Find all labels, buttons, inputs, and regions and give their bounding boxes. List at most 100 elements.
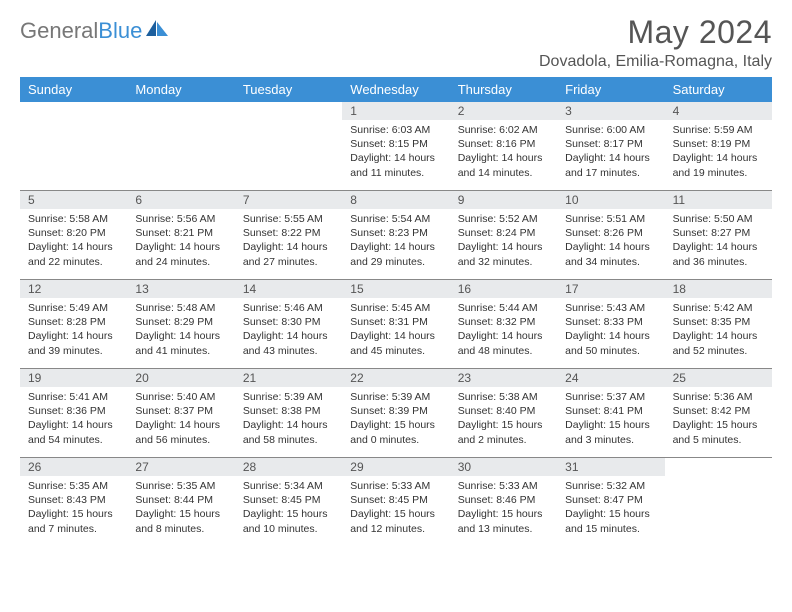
day-info: Sunrise: 5:40 AMSunset: 8:37 PMDaylight:… [127,387,234,453]
calendar-cell: 11Sunrise: 5:50 AMSunset: 8:27 PMDayligh… [665,191,772,279]
daylight: Daylight: 15 hours and 13 minutes. [458,507,549,535]
calendar-cell: 25Sunrise: 5:36 AMSunset: 8:42 PMDayligh… [665,369,772,457]
sunset: Sunset: 8:46 PM [458,493,549,507]
sunrise: Sunrise: 5:32 AM [565,479,656,493]
location: Dovadola, Emilia-Romagna, Italy [539,53,772,71]
daylight: Daylight: 14 hours and 43 minutes. [243,329,334,357]
day-info: Sunrise: 5:39 AMSunset: 8:38 PMDaylight:… [235,387,342,453]
day-info: Sunrise: 6:02 AMSunset: 8:16 PMDaylight:… [450,120,557,186]
day-number: 10 [557,191,664,209]
sunset: Sunset: 8:33 PM [565,315,656,329]
day-number: 20 [127,369,234,387]
sunrise: Sunrise: 5:49 AM [28,301,119,315]
daylight: Daylight: 14 hours and 52 minutes. [673,329,764,357]
sunrise: Sunrise: 5:42 AM [673,301,764,315]
day-number: 27 [127,458,234,476]
day-info: Sunrise: 6:03 AMSunset: 8:15 PMDaylight:… [342,120,449,186]
calendar-cell: 30Sunrise: 5:33 AMSunset: 8:46 PMDayligh… [450,458,557,546]
sunset: Sunset: 8:43 PM [28,493,119,507]
header: GeneralBlue May 2024 Dovadola, Emilia-Ro… [20,14,772,71]
sunrise: Sunrise: 5:51 AM [565,212,656,226]
day-number: 4 [665,102,772,120]
day-info: Sunrise: 5:44 AMSunset: 8:32 PMDaylight:… [450,298,557,364]
sunset: Sunset: 8:45 PM [243,493,334,507]
day-info: Sunrise: 5:58 AMSunset: 8:20 PMDaylight:… [20,209,127,275]
sunrise: Sunrise: 5:40 AM [135,390,226,404]
daylight: Daylight: 14 hours and 54 minutes. [28,418,119,446]
day-header: Tuesday [235,77,342,102]
logo-sail-icon [146,20,168,43]
sunrise: Sunrise: 5:43 AM [565,301,656,315]
day-number: 24 [557,369,664,387]
day-number: 15 [342,280,449,298]
day-info: Sunrise: 5:49 AMSunset: 8:28 PMDaylight:… [20,298,127,364]
day-header: Monday [127,77,234,102]
week-row: 12Sunrise: 5:49 AMSunset: 8:28 PMDayligh… [20,280,772,369]
sunset: Sunset: 8:19 PM [673,137,764,151]
day-info: Sunrise: 5:39 AMSunset: 8:39 PMDaylight:… [342,387,449,453]
sunrise: Sunrise: 5:39 AM [243,390,334,404]
calendar-cell: 12Sunrise: 5:49 AMSunset: 8:28 PMDayligh… [20,280,127,368]
calendar-cell: 27Sunrise: 5:35 AMSunset: 8:44 PMDayligh… [127,458,234,546]
week-row: 19Sunrise: 5:41 AMSunset: 8:36 PMDayligh… [20,369,772,458]
day-info: Sunrise: 5:37 AMSunset: 8:41 PMDaylight:… [557,387,664,453]
day-info: Sunrise: 5:59 AMSunset: 8:19 PMDaylight:… [665,120,772,186]
day-number: 14 [235,280,342,298]
sunrise: Sunrise: 5:45 AM [350,301,441,315]
sunset: Sunset: 8:42 PM [673,404,764,418]
daylight: Daylight: 14 hours and 50 minutes. [565,329,656,357]
daylight: Daylight: 14 hours and 14 minutes. [458,151,549,179]
sunrise: Sunrise: 5:39 AM [350,390,441,404]
week-row: 5Sunrise: 5:58 AMSunset: 8:20 PMDaylight… [20,191,772,280]
daylight: Daylight: 14 hours and 17 minutes. [565,151,656,179]
sunset: Sunset: 8:40 PM [458,404,549,418]
day-info: Sunrise: 5:50 AMSunset: 8:27 PMDaylight:… [665,209,772,275]
daylight: Daylight: 15 hours and 3 minutes. [565,418,656,446]
daylight: Daylight: 14 hours and 32 minutes. [458,240,549,268]
calendar-cell: 18Sunrise: 5:42 AMSunset: 8:35 PMDayligh… [665,280,772,368]
daylight: Daylight: 14 hours and 29 minutes. [350,240,441,268]
day-number: 21 [235,369,342,387]
calendar-cell: 19Sunrise: 5:41 AMSunset: 8:36 PMDayligh… [20,369,127,457]
day-number: 30 [450,458,557,476]
calendar-cell: 21Sunrise: 5:39 AMSunset: 8:38 PMDayligh… [235,369,342,457]
calendar-cell: 20Sunrise: 5:40 AMSunset: 8:37 PMDayligh… [127,369,234,457]
daylight: Daylight: 15 hours and 7 minutes. [28,507,119,535]
daylight: Daylight: 15 hours and 10 minutes. [243,507,334,535]
sunrise: Sunrise: 5:48 AM [135,301,226,315]
sunrise: Sunrise: 5:50 AM [673,212,764,226]
daylight: Daylight: 14 hours and 11 minutes. [350,151,441,179]
calendar-cell: 23Sunrise: 5:38 AMSunset: 8:40 PMDayligh… [450,369,557,457]
day-info: Sunrise: 5:38 AMSunset: 8:40 PMDaylight:… [450,387,557,453]
day-number: 11 [665,191,772,209]
sunrise: Sunrise: 5:37 AM [565,390,656,404]
weeks-container: 1Sunrise: 6:03 AMSunset: 8:15 PMDaylight… [20,102,772,546]
day-number: 1 [342,102,449,120]
daylight: Daylight: 14 hours and 45 minutes. [350,329,441,357]
sunset: Sunset: 8:36 PM [28,404,119,418]
day-info: Sunrise: 5:46 AMSunset: 8:30 PMDaylight:… [235,298,342,364]
day-info: Sunrise: 5:51 AMSunset: 8:26 PMDaylight:… [557,209,664,275]
day-info: Sunrise: 5:35 AMSunset: 8:44 PMDaylight:… [127,476,234,542]
sunset: Sunset: 8:44 PM [135,493,226,507]
daylight: Daylight: 14 hours and 56 minutes. [135,418,226,446]
week-row: 26Sunrise: 5:35 AMSunset: 8:43 PMDayligh… [20,458,772,546]
day-number: 29 [342,458,449,476]
sunset: Sunset: 8:15 PM [350,137,441,151]
daylight: Daylight: 15 hours and 2 minutes. [458,418,549,446]
sunrise: Sunrise: 6:02 AM [458,123,549,137]
sunrise: Sunrise: 5:55 AM [243,212,334,226]
day-info: Sunrise: 5:55 AMSunset: 8:22 PMDaylight:… [235,209,342,275]
day-info: Sunrise: 5:45 AMSunset: 8:31 PMDaylight:… [342,298,449,364]
sunrise: Sunrise: 5:33 AM [350,479,441,493]
sunrise: Sunrise: 5:36 AM [673,390,764,404]
calendar-cell: 3Sunrise: 6:00 AMSunset: 8:17 PMDaylight… [557,102,664,190]
calendar-cell: 9Sunrise: 5:52 AMSunset: 8:24 PMDaylight… [450,191,557,279]
calendar-cell: 29Sunrise: 5:33 AMSunset: 8:45 PMDayligh… [342,458,449,546]
daylight: Daylight: 15 hours and 15 minutes. [565,507,656,535]
day-info: Sunrise: 5:32 AMSunset: 8:47 PMDaylight:… [557,476,664,542]
day-info: Sunrise: 5:42 AMSunset: 8:35 PMDaylight:… [665,298,772,364]
sunrise: Sunrise: 5:34 AM [243,479,334,493]
daylight: Daylight: 14 hours and 27 minutes. [243,240,334,268]
day-number: 7 [235,191,342,209]
